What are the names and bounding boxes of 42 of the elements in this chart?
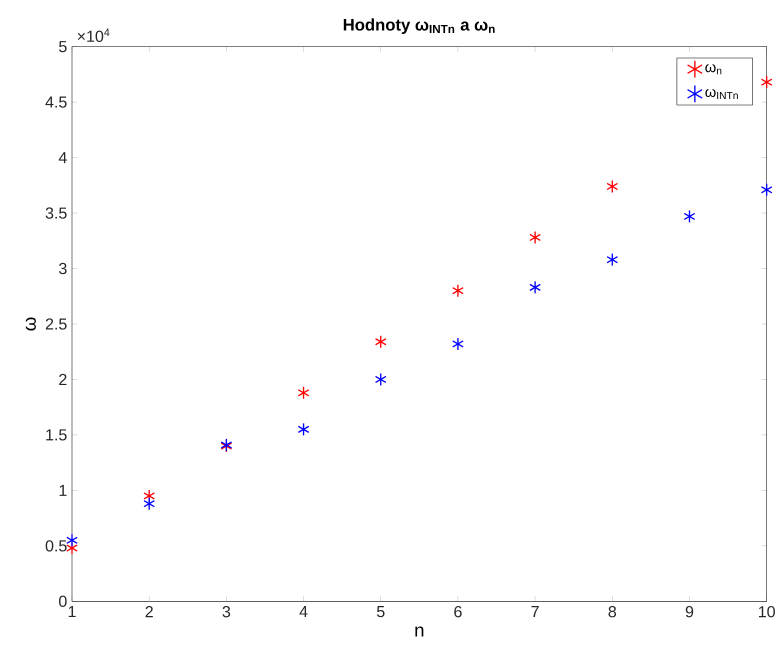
x-axis-title: n bbox=[415, 626, 424, 637]
y-tick-label: 3.5 bbox=[46, 207, 67, 219]
point bbox=[143, 497, 156, 510]
x-tick-label: 8 bbox=[608, 606, 616, 618]
x-tick-label: 9 bbox=[686, 606, 694, 618]
y-tick-label: 0.5 bbox=[46, 540, 67, 552]
y-tick-label: 1 bbox=[60, 484, 67, 496]
text: ×10$^{4}$ bbox=[78, 28, 110, 42]
y-tick-label: 4 bbox=[58, 152, 67, 164]
point bbox=[760, 76, 773, 89]
point bbox=[374, 335, 387, 348]
point bbox=[529, 230, 541, 244]
y-axis-title: ω bbox=[26, 317, 36, 331]
point bbox=[374, 372, 387, 386]
x-tick-label: 5 bbox=[376, 606, 385, 618]
x-tick-label: 2 bbox=[146, 606, 153, 618]
point bbox=[298, 422, 310, 436]
x-tick-label: 1 bbox=[68, 606, 76, 618]
x-tick-label: 4 bbox=[299, 606, 308, 618]
y-tick-label: 2 bbox=[59, 374, 66, 386]
point bbox=[529, 280, 541, 294]
point bbox=[452, 284, 464, 298]
point bbox=[298, 386, 310, 400]
y-tick-label: 4.5 bbox=[45, 96, 67, 108]
legend-label: ω$_{n}$ bbox=[705, 64, 722, 74]
x-tick-label: 7 bbox=[531, 606, 539, 618]
x-tick-label: 3 bbox=[222, 606, 230, 618]
legend-label: ω$_{INTn}$ bbox=[705, 88, 738, 100]
y-tick-label: 1.5 bbox=[46, 429, 67, 440]
point bbox=[66, 534, 78, 547]
point bbox=[452, 337, 464, 351]
y-tick-label: 5 bbox=[59, 41, 67, 52]
y-tick-label: 2.5 bbox=[46, 318, 67, 330]
y-tick-label: 0 bbox=[59, 596, 67, 607]
x-tick-label: 10 bbox=[758, 606, 775, 618]
y-tick-label: 3 bbox=[59, 262, 67, 274]
x-tick-label: 6 bbox=[454, 606, 462, 618]
chart-title: Hodnoty ω$_{INTn}$ a ω$_{n}$ bbox=[344, 18, 495, 34]
point bbox=[606, 252, 618, 266]
point bbox=[684, 210, 696, 224]
point bbox=[760, 183, 773, 196]
point bbox=[606, 180, 618, 194]
